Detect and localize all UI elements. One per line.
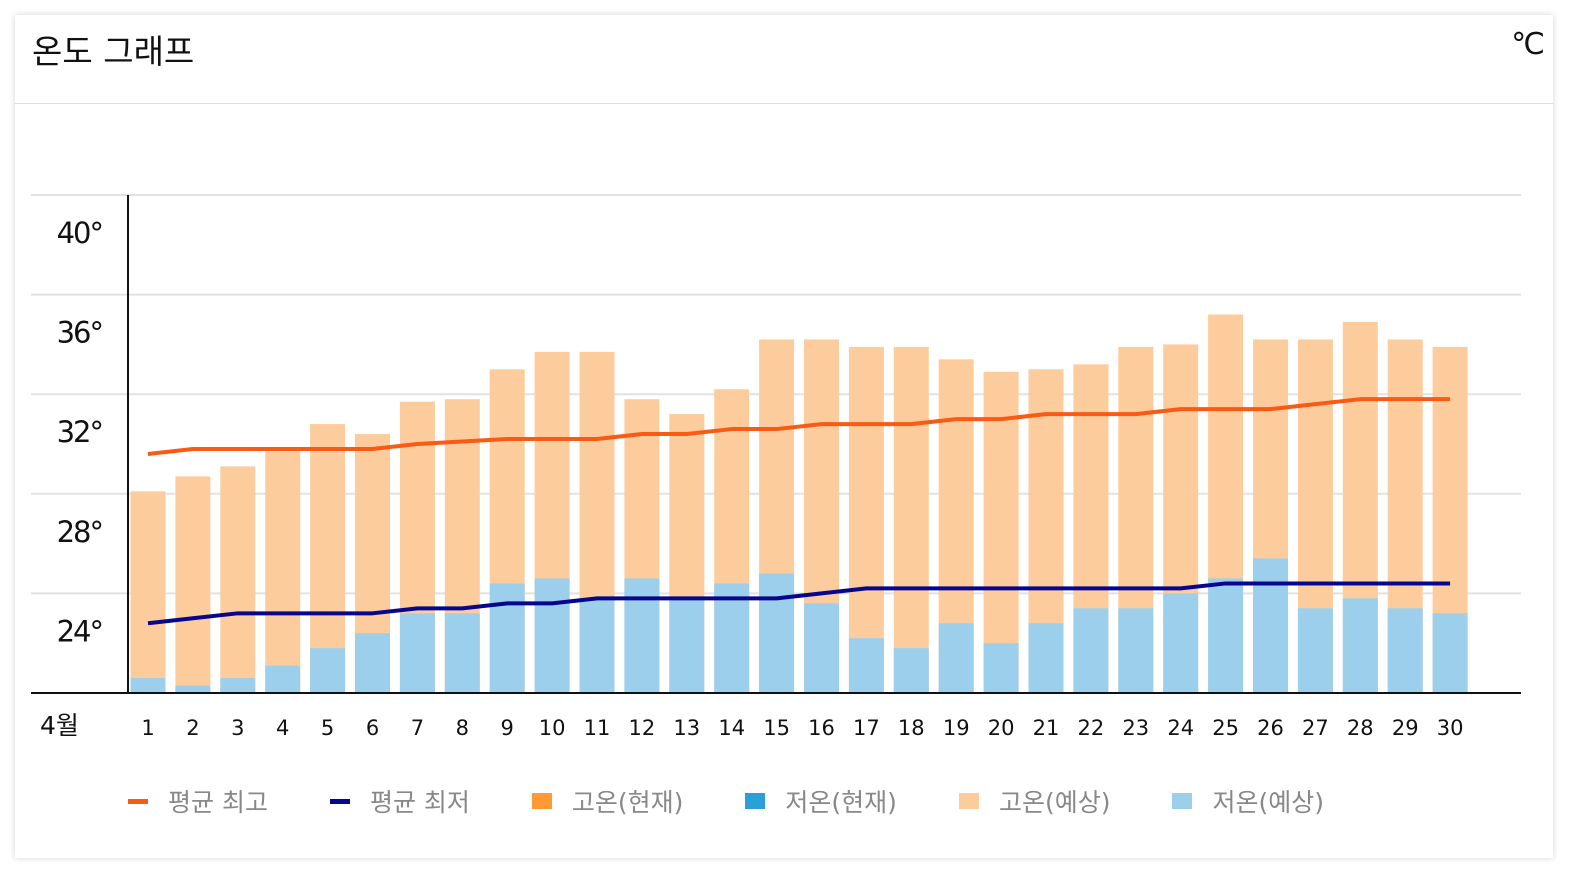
x-tick-label: 5 <box>321 716 334 740</box>
bar-low-forecast <box>1342 598 1378 693</box>
bar-low-forecast <box>489 583 525 693</box>
bar-low-forecast <box>175 685 211 693</box>
x-tick-label: 8 <box>456 716 469 740</box>
x-tick-label: 9 <box>501 716 514 740</box>
x-tick-label: 15 <box>763 716 790 740</box>
bar-low-forecast <box>1118 608 1154 693</box>
x-tick-label: 22 <box>1078 716 1105 740</box>
x-tick-label: 27 <box>1302 716 1329 740</box>
y-tick-label: 40° <box>57 216 102 250</box>
bar-low-forecast <box>399 613 435 693</box>
x-tick-label: 12 <box>629 716 656 740</box>
bar-high-forecast <box>848 346 884 693</box>
legend-item[interactable]: 고온(현재) <box>531 783 684 819</box>
legend-item[interactable]: 고온(예상) <box>958 783 1111 819</box>
y-tick-label: 24° <box>57 614 102 648</box>
legend-swatch <box>958 793 979 809</box>
bar-high-forecast <box>893 346 929 693</box>
y-tick-label: 28° <box>57 515 102 549</box>
legend-label: 저온(예상) <box>1212 788 1324 817</box>
x-tick-label: 18 <box>898 716 925 740</box>
x-tick-label: 26 <box>1257 716 1284 740</box>
legend-item[interactable]: 저온(현재) <box>745 783 897 819</box>
bar-low-forecast <box>624 578 660 693</box>
x-tick-label: 25 <box>1212 716 1239 740</box>
x-tick-label: 21 <box>1033 716 1060 740</box>
bar-low-forecast <box>310 648 346 693</box>
bar-high-forecast <box>983 371 1019 693</box>
bar-low-forecast <box>1253 558 1288 693</box>
y-tick-label: 32° <box>57 415 102 449</box>
x-tick-label: 23 <box>1122 716 1149 740</box>
bar-low-forecast <box>1163 593 1199 693</box>
legend-item[interactable]: 저온(예상) <box>1172 783 1324 819</box>
legend-label: 평균 최고 <box>168 788 268 817</box>
legend-swatch <box>531 793 552 809</box>
bar-low-forecast <box>938 623 974 693</box>
x-axis-label: 4월 <box>40 711 79 740</box>
bar-low-forecast <box>444 613 480 693</box>
x-tick-label: 3 <box>231 716 244 740</box>
y-tick-label: 36° <box>57 316 102 350</box>
legend-label: 고온(현재) <box>571 788 684 817</box>
bar-low-forecast <box>759 573 795 693</box>
bar-low-forecast <box>1432 613 1468 693</box>
x-tick-label: 1 <box>141 716 154 740</box>
bar-low-forecast <box>714 583 750 693</box>
unit-label: ℃ <box>1511 27 1545 62</box>
x-tick-label: 19 <box>943 716 970 740</box>
bar-low-forecast <box>804 603 839 693</box>
series-line <box>147 581 1451 626</box>
bar-low-forecast <box>130 678 166 693</box>
header-divider <box>15 103 1553 104</box>
bar-low-forecast <box>1387 608 1423 693</box>
bar-low-forecast <box>1208 578 1244 693</box>
x-tick-label: 7 <box>411 716 424 740</box>
x-tick-label: 2 <box>186 716 199 740</box>
bar-low-forecast <box>579 598 615 693</box>
bar-high-forecast <box>220 466 256 693</box>
x-tick-label: 29 <box>1392 716 1419 740</box>
bar-low-forecast <box>220 678 256 693</box>
x-tick-label: 10 <box>539 716 566 740</box>
bar-low-forecast <box>1028 623 1064 693</box>
chart-title: 온도 그래프 <box>32 32 195 71</box>
legend-swatch <box>1172 793 1193 809</box>
bar-high-forecast <box>265 451 301 693</box>
bar-high-forecast <box>175 476 211 693</box>
series-line <box>147 397 1451 456</box>
x-tick-label: 28 <box>1347 716 1374 740</box>
x-tick-label: 30 <box>1437 716 1464 740</box>
bar-low-forecast <box>265 665 301 693</box>
x-tick-label: 20 <box>988 716 1015 740</box>
legend-swatch <box>329 798 350 804</box>
bar-low-forecast <box>1297 608 1333 693</box>
legend-label: 고온(예상) <box>998 788 1111 817</box>
bar-low-forecast <box>669 598 705 693</box>
x-tick-label: 11 <box>584 716 611 740</box>
bar-low-forecast <box>1073 608 1109 693</box>
bar-low-forecast <box>355 633 390 693</box>
x-tick-label: 6 <box>366 716 379 740</box>
legend-item[interactable]: 평균 최고 <box>128 783 268 819</box>
legend-item[interactable]: 평균 최저 <box>329 783 470 819</box>
legend-label: 저온(현재) <box>785 788 897 817</box>
legend-swatch <box>128 798 148 804</box>
x-tick-label: 14 <box>718 716 745 740</box>
x-tick-label: 13 <box>673 716 700 740</box>
bar-low-forecast <box>848 638 884 693</box>
x-tick-label: 24 <box>1167 716 1194 740</box>
x-tick-label: 17 <box>853 716 880 740</box>
x-tick-label: 4 <box>276 716 289 740</box>
legend-label: 평균 최저 <box>369 788 470 817</box>
bar-low-forecast <box>983 643 1019 693</box>
legend-swatch <box>745 793 766 809</box>
bar-high-forecast <box>130 491 166 693</box>
bar-low-forecast <box>534 578 570 693</box>
x-tick-label: 16 <box>808 716 835 740</box>
legend: 평균 최고 평균 최저 고온(현재) 저온(현재) 고온(예상) 저온(예상) <box>128 783 1386 819</box>
bar-low-forecast <box>893 648 929 693</box>
